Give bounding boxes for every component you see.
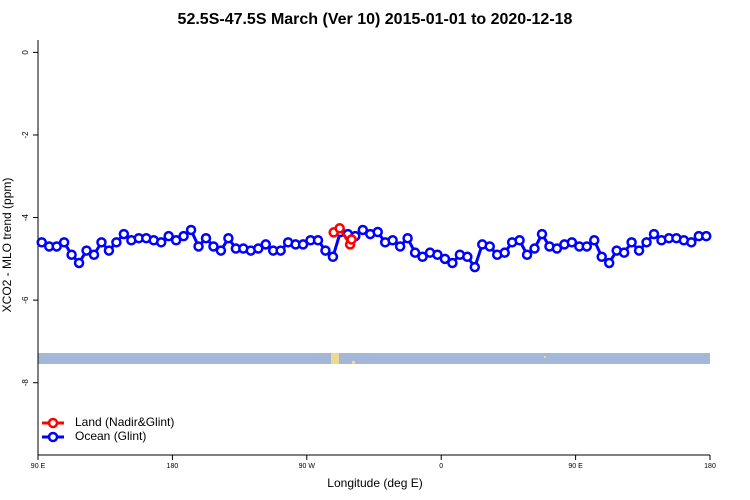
data-point [111,237,122,248]
y-tick-label: -6 [21,296,30,304]
data-point [439,253,451,265]
data-point [499,247,510,258]
y-tick-label: -8 [21,379,30,387]
x-tick-label: 180 [167,463,179,470]
legend-marker [47,417,59,429]
data-point [346,234,357,245]
data-point [297,239,309,250]
data-point [521,249,533,260]
data-point [215,245,227,256]
data-point [185,224,197,236]
data-point [402,232,413,244]
data-point [394,241,406,252]
land-strip [331,353,339,364]
ocean-strip [38,353,710,364]
data-point [514,235,525,246]
y-tick-label: 0 [21,50,30,55]
data-point [581,241,593,252]
data-point [103,245,115,256]
data-point [170,235,182,246]
data-point [536,228,548,240]
data-point [312,235,324,246]
data-point [686,237,697,248]
data-point [447,257,458,269]
data-point [58,237,70,248]
data-point [626,237,637,248]
data-point [253,243,264,254]
land-strip [544,356,546,358]
data-point [320,245,331,256]
data-point [596,251,607,263]
legend-label: Land (Nadir&Glint) [75,415,174,429]
data-point [357,224,369,236]
data-point [275,245,286,256]
data-point [66,249,77,260]
data-point [327,251,339,263]
x-tick-label: 0 [439,463,443,470]
data-point [618,247,630,258]
data-point [648,228,660,240]
data-point [96,237,107,248]
data-point [88,249,100,260]
x-tick-label: 90 E [31,463,46,470]
data-point [432,249,443,260]
x-tick-label: 180 [704,463,716,470]
data-point [73,257,85,269]
data-point [200,232,212,244]
data-point [334,223,345,234]
data-point [223,232,234,244]
data-point [81,245,92,256]
data-point [633,245,645,256]
data-point [387,235,398,246]
data-point [484,241,495,252]
data-point [529,243,540,254]
data-point [701,230,712,242]
data-point [589,235,600,246]
legend-label: Ocean (Glint) [75,429,146,443]
x-tick-label: 90 E [568,463,583,470]
data-point [372,226,383,238]
data-point [417,251,428,263]
data-point [163,230,174,242]
data-point [566,237,578,248]
data-point [36,237,47,248]
chart-title: 52.5S-47.5S March (Ver 10) 2015-01-01 to… [178,11,573,28]
x-tick-label: 90 W [299,463,316,470]
y-axis-label: XCO2 - MLO trend (ppm) [0,178,14,313]
data-point [551,243,563,254]
data-point [462,251,473,263]
data-point [51,241,62,252]
y-tick-label: -2 [21,131,30,139]
data-point [469,261,481,273]
data-point [409,247,421,258]
y-tick-label: -4 [21,213,30,221]
data-point [208,241,219,252]
land-strip [352,361,355,364]
data-point [641,237,652,248]
legend-marker [47,431,59,443]
x-axis-label: Longitude (deg E) [327,476,422,490]
data-point [155,237,167,248]
data-point [118,228,130,240]
data-point [603,257,615,269]
map-strip [38,353,710,364]
data-point [260,239,271,250]
data-point [193,241,204,252]
data-point [178,230,189,242]
